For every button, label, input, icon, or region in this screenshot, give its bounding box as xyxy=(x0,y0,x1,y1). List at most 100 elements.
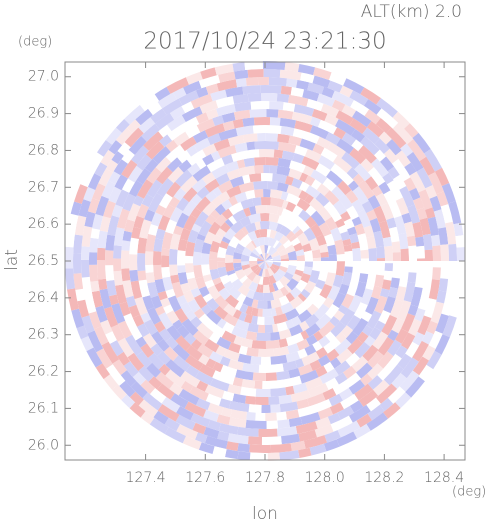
echo-cell xyxy=(136,323,150,338)
echo-cell xyxy=(416,207,428,220)
echo-cell xyxy=(245,330,258,341)
echo-cell xyxy=(270,331,281,341)
echo-cell xyxy=(394,215,407,235)
echo-cell xyxy=(216,79,238,92)
echo-cell xyxy=(173,225,184,236)
echo-cell xyxy=(259,261,265,268)
echo-cell xyxy=(84,211,96,228)
echo-cell xyxy=(120,370,137,387)
echo-cell xyxy=(161,248,170,256)
y-unit: (deg) xyxy=(18,35,52,50)
echo-cell xyxy=(325,331,336,342)
echo-cell xyxy=(230,220,244,234)
echo-cell xyxy=(221,236,231,244)
echo-cell xyxy=(286,193,301,206)
echo-cell xyxy=(275,280,284,290)
echo-cell xyxy=(113,270,123,286)
echo-cell xyxy=(317,268,329,282)
echo-cell xyxy=(455,235,465,248)
echo-cell xyxy=(318,335,331,348)
echo-cell xyxy=(371,285,382,300)
echo-cell xyxy=(192,251,202,266)
echo-cell xyxy=(419,156,436,176)
echo-cell xyxy=(325,304,340,319)
echo-cell xyxy=(204,384,225,399)
echo-cell xyxy=(423,298,437,319)
echo-cell xyxy=(380,202,394,220)
echo-cell xyxy=(257,308,263,317)
echo-cell xyxy=(206,108,219,120)
echo-cell xyxy=(158,312,174,330)
echo-cell xyxy=(242,277,253,289)
echo-cell xyxy=(325,132,341,146)
echo-cell xyxy=(253,180,268,190)
echo-cell xyxy=(237,443,250,453)
echo-cell xyxy=(329,72,347,86)
echo-cell xyxy=(127,352,145,372)
echo-cell xyxy=(245,305,253,316)
echo-cell xyxy=(265,133,278,142)
echo-cell xyxy=(157,290,168,301)
echo-cell xyxy=(140,312,151,323)
echo-cell xyxy=(226,269,236,276)
echo-cell xyxy=(133,195,144,207)
echo-cell xyxy=(247,436,262,445)
echo-cell xyxy=(95,195,109,217)
echo-cell xyxy=(103,200,116,219)
echo-cell xyxy=(366,236,377,249)
echo-cell xyxy=(258,254,265,261)
echo-cell xyxy=(249,173,262,183)
echo-cell xyxy=(272,240,280,249)
echo-cell xyxy=(329,316,340,327)
echo-cell xyxy=(165,369,186,388)
echo-cell xyxy=(193,238,205,253)
echo-cell xyxy=(227,286,242,300)
echo-cell xyxy=(74,184,88,204)
echo-cell xyxy=(105,331,117,344)
echo-cell xyxy=(299,369,319,384)
echo-cell xyxy=(243,157,255,167)
echo-cell xyxy=(264,140,279,150)
echo-cell xyxy=(245,189,256,200)
echo-cell xyxy=(125,334,143,356)
echo-cell xyxy=(87,330,104,353)
echo-cell xyxy=(192,422,207,435)
echo-cell xyxy=(268,396,280,405)
echo-cell xyxy=(288,94,309,107)
echo-cell xyxy=(263,188,271,198)
echo-cell xyxy=(228,235,241,249)
echo-cell xyxy=(217,261,226,268)
echo-cell xyxy=(356,413,372,428)
echo-cell xyxy=(135,108,153,126)
echo-cell xyxy=(315,365,328,378)
echo-cell xyxy=(182,116,200,131)
echo-cell xyxy=(348,379,365,395)
echo-cell xyxy=(265,256,273,261)
echo-cell xyxy=(349,147,367,165)
echo-cell xyxy=(168,196,181,209)
echo-cell xyxy=(251,299,259,309)
echo-cell xyxy=(204,435,228,449)
echo-cell xyxy=(395,328,409,344)
echo-cell xyxy=(308,286,323,302)
x-tick-label: 128.2 xyxy=(364,470,404,486)
echo-cell xyxy=(366,310,382,330)
echo-cell xyxy=(299,172,309,183)
echo-cell xyxy=(255,284,261,293)
echo-cell xyxy=(263,68,281,78)
echo-cell xyxy=(222,321,235,334)
echo-cell xyxy=(358,273,369,284)
echo-cell xyxy=(325,377,339,391)
echo-cell xyxy=(393,174,407,190)
echo-cell xyxy=(248,261,258,265)
echo-cell xyxy=(129,237,139,255)
echo-cell xyxy=(259,245,265,254)
echo-cell xyxy=(306,303,319,316)
echo-cell xyxy=(233,251,242,260)
echo-cell xyxy=(206,309,222,325)
echo-cell xyxy=(250,101,270,110)
echo-cell xyxy=(219,240,229,250)
echo-cell xyxy=(140,343,155,358)
echo-cell xyxy=(343,366,357,379)
